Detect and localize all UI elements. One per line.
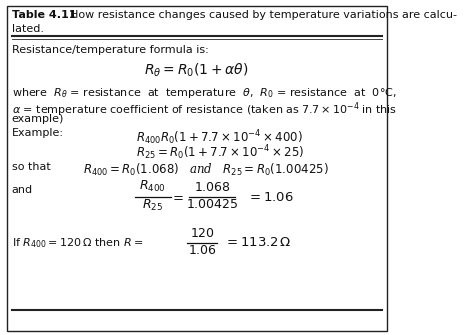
Text: $R_{25} = R_0(1 + 7.7\times10^{-4}\times25)$: $R_{25} = R_0(1 + 7.7\times10^{-4}\times… [136, 143, 304, 162]
Text: $1.00425$: $1.00425$ [186, 198, 238, 211]
FancyBboxPatch shape [7, 6, 387, 331]
Text: where  $R_{\theta}$ = resistance  at  temperature  $\theta$,  $R_0$ = resistance: where $R_{\theta}$ = resistance at tempe… [11, 86, 396, 100]
Text: $1.068$: $1.068$ [193, 181, 230, 194]
Text: $= 1.06$: $= 1.06$ [246, 191, 293, 203]
Text: $R_{400}R_0(1 + 7.7\times10^{-4}\times400)$: $R_{400}R_0(1 + 7.7\times10^{-4}\times40… [136, 128, 302, 147]
Text: example): example) [11, 114, 64, 124]
Text: and: and [11, 185, 33, 195]
Text: $= 113.2\,\Omega$: $= 113.2\,\Omega$ [223, 237, 290, 250]
Text: How resistance changes caused by temperature variations are calcu-: How resistance changes caused by tempera… [63, 10, 456, 20]
Text: $R_{\theta} = R_0(1 + \alpha\theta)$: $R_{\theta} = R_0(1 + \alpha\theta)$ [144, 62, 248, 79]
Text: $1.06$: $1.06$ [188, 244, 216, 257]
Text: $R_{400}$: $R_{400}$ [139, 179, 166, 194]
Text: so that: so that [11, 162, 50, 172]
Text: Resistance/temperature formula is:: Resistance/temperature formula is: [11, 45, 208, 55]
Text: $R_{400} = R_0(1.068)$   and   $R_{25} = R_0(1.00425)$: $R_{400} = R_0(1.068)$ and $R_{25} = R_0… [82, 162, 327, 178]
Text: $=$: $=$ [170, 191, 184, 203]
Text: Example:: Example: [11, 128, 63, 138]
Text: $120$: $120$ [189, 227, 214, 240]
Text: If $R_{400} = 120\,\Omega$ then $R =$: If $R_{400} = 120\,\Omega$ then $R =$ [11, 236, 142, 250]
Text: Table 4.11: Table 4.11 [11, 10, 76, 20]
Text: lated.: lated. [11, 24, 43, 34]
Text: $\alpha$ = temperature coefficient of resistance (taken as $7.7\times10^{-4}$ in: $\alpha$ = temperature coefficient of re… [11, 100, 396, 119]
Text: $R_{25}$: $R_{25}$ [142, 198, 163, 213]
